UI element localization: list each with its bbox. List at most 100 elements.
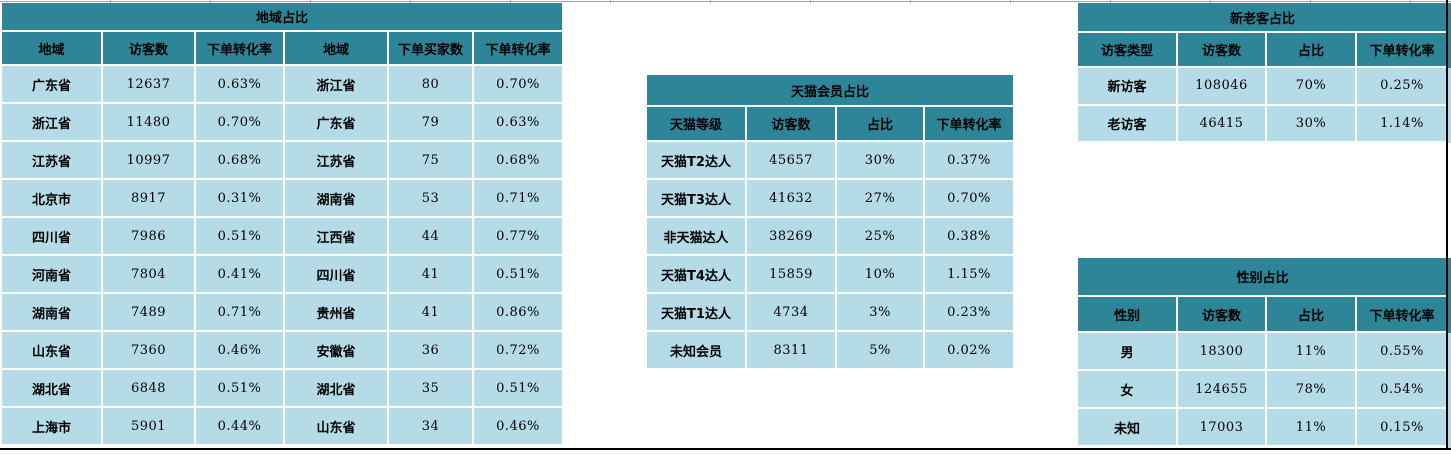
table-cell[interactable]: 10997 <box>103 142 196 180</box>
table-cell[interactable]: 0.23% <box>925 294 1013 332</box>
table-cell[interactable]: 天猫T4达人 <box>647 256 747 294</box>
table-cell[interactable]: 0.70% <box>474 66 562 104</box>
table-cell[interactable]: 湖北省 <box>285 370 389 408</box>
table-cell[interactable]: 0.71% <box>474 180 562 218</box>
column-header[interactable]: 地域 <box>285 32 389 66</box>
table-cell[interactable]: 1.14% <box>1357 105 1447 143</box>
table-cell[interactable]: 老访客 <box>1078 105 1178 143</box>
table-cell[interactable]: 108046 <box>1178 68 1267 106</box>
table-cell[interactable]: 41 <box>389 256 474 294</box>
table-cell[interactable]: 1.15% <box>925 256 1013 294</box>
table-cell[interactable]: 30% <box>837 142 925 180</box>
table-cell[interactable]: 山东省 <box>2 332 103 370</box>
table-cell[interactable]: 4734 <box>747 294 837 332</box>
table-cell[interactable]: 0.63% <box>196 66 285 104</box>
table-cell[interactable]: 浙江省 <box>2 104 103 142</box>
table-cell[interactable]: 78% <box>1267 371 1357 409</box>
column-header[interactable]: 下单转化率 <box>196 32 285 66</box>
table-cell[interactable]: 浙江省 <box>285 66 389 104</box>
table-cell[interactable]: 江西省 <box>285 218 389 256</box>
table-cell[interactable]: 25% <box>837 218 925 256</box>
table-cell[interactable]: 北京市 <box>2 180 103 218</box>
table-cell[interactable]: 17003 <box>1178 409 1267 447</box>
table-cell[interactable]: 0.31% <box>196 180 285 218</box>
table-cell[interactable]: 0.15% <box>1357 409 1447 447</box>
table-cell[interactable]: 44 <box>389 218 474 256</box>
table-cell[interactable]: 广东省 <box>285 104 389 142</box>
table-title-tmall[interactable]: 天猫会员占比 <box>647 75 1013 107</box>
column-header[interactable]: 下单转化率 <box>1357 297 1447 333</box>
column-header[interactable]: 下单买家数 <box>389 32 474 66</box>
table-cell[interactable]: 湖北省 <box>2 370 103 408</box>
table-cell[interactable]: 45657 <box>747 142 837 180</box>
table-title-region[interactable]: 地域占比 <box>2 3 562 32</box>
table-cell[interactable]: 男 <box>1078 333 1178 371</box>
column-header[interactable]: 访客数 <box>1178 33 1267 68</box>
column-header[interactable]: 占比 <box>1267 297 1357 333</box>
table-cell[interactable]: 46415 <box>1178 105 1267 143</box>
table-title-visitor_type[interactable]: 新老客占比 <box>1078 3 1447 33</box>
table-cell[interactable]: 湖南省 <box>285 180 389 218</box>
column-header[interactable]: 访客数 <box>747 107 837 142</box>
table-title-gender[interactable]: 性别占比 <box>1078 258 1447 297</box>
table-cell[interactable]: 广东省 <box>2 66 103 104</box>
table-cell[interactable]: 12637 <box>103 66 196 104</box>
column-header[interactable]: 访客数 <box>103 32 196 66</box>
table-cell[interactable]: 38269 <box>747 218 837 256</box>
table-cell[interactable]: 70% <box>1267 68 1357 106</box>
table-cell[interactable]: 8311 <box>747 332 837 370</box>
table-cell[interactable]: 75 <box>389 142 474 180</box>
table-cell[interactable]: 7986 <box>103 218 196 256</box>
table-cell[interactable]: 新访客 <box>1078 68 1178 106</box>
column-header[interactable]: 访客类型 <box>1078 33 1178 68</box>
table-cell[interactable]: 0.77% <box>474 218 562 256</box>
table-cell[interactable]: 35 <box>389 370 474 408</box>
table-cell[interactable]: 8917 <box>103 180 196 218</box>
table-cell[interactable]: 0.46% <box>474 408 562 446</box>
table-cell[interactable]: 11480 <box>103 104 196 142</box>
table-cell[interactable]: 7804 <box>103 256 196 294</box>
table-cell[interactable]: 7360 <box>103 332 196 370</box>
table-cell[interactable]: 天猫T1达人 <box>647 294 747 332</box>
table-cell[interactable]: 0.51% <box>474 256 562 294</box>
table-cell[interactable]: 0.70% <box>196 104 285 142</box>
table-cell[interactable]: 0.72% <box>474 332 562 370</box>
table-cell[interactable]: 10% <box>837 256 925 294</box>
table-cell[interactable]: 124655 <box>1178 371 1267 409</box>
table-cell[interactable]: 0.02% <box>925 332 1013 370</box>
table-cell[interactable]: 0.51% <box>196 370 285 408</box>
table-cell[interactable]: 0.68% <box>474 142 562 180</box>
table-cell[interactable]: 非天猫达人 <box>647 218 747 256</box>
table-cell[interactable]: 41 <box>389 294 474 332</box>
table-cell[interactable]: 5% <box>837 332 925 370</box>
table-cell[interactable]: 30% <box>1267 105 1357 143</box>
table-cell[interactable]: 江苏省 <box>285 142 389 180</box>
table-cell[interactable]: 山东省 <box>285 408 389 446</box>
table-cell[interactable]: 女 <box>1078 371 1178 409</box>
table-cell[interactable]: 34 <box>389 408 474 446</box>
table-cell[interactable]: 11% <box>1267 409 1357 447</box>
table-cell[interactable]: 53 <box>389 180 474 218</box>
table-cell[interactable]: 湖南省 <box>2 294 103 332</box>
table-cell[interactable]: 0.68% <box>196 142 285 180</box>
column-header[interactable]: 占比 <box>1267 33 1357 68</box>
table-cell[interactable]: 7489 <box>103 294 196 332</box>
column-header[interactable]: 访客数 <box>1178 297 1267 333</box>
column-header[interactable]: 下单转化率 <box>1357 33 1447 68</box>
table-cell[interactable]: 11% <box>1267 333 1357 371</box>
table-cell[interactable]: 0.44% <box>196 408 285 446</box>
column-header[interactable]: 地域 <box>2 32 103 66</box>
table-cell[interactable]: 3% <box>837 294 925 332</box>
table-cell[interactable]: 0.63% <box>474 104 562 142</box>
table-cell[interactable]: 天猫T2达人 <box>647 142 747 180</box>
table-cell[interactable]: 0.38% <box>925 218 1013 256</box>
table-cell[interactable]: 6848 <box>103 370 196 408</box>
table-cell[interactable]: 贵州省 <box>285 294 389 332</box>
table-cell[interactable]: 0.54% <box>1357 371 1447 409</box>
table-cell[interactable]: 江苏省 <box>2 142 103 180</box>
table-cell[interactable]: 79 <box>389 104 474 142</box>
table-cell[interactable]: 15859 <box>747 256 837 294</box>
table-cell[interactable]: 36 <box>389 332 474 370</box>
table-cell[interactable]: 未知 <box>1078 409 1178 447</box>
table-cell[interactable]: 四川省 <box>285 256 389 294</box>
